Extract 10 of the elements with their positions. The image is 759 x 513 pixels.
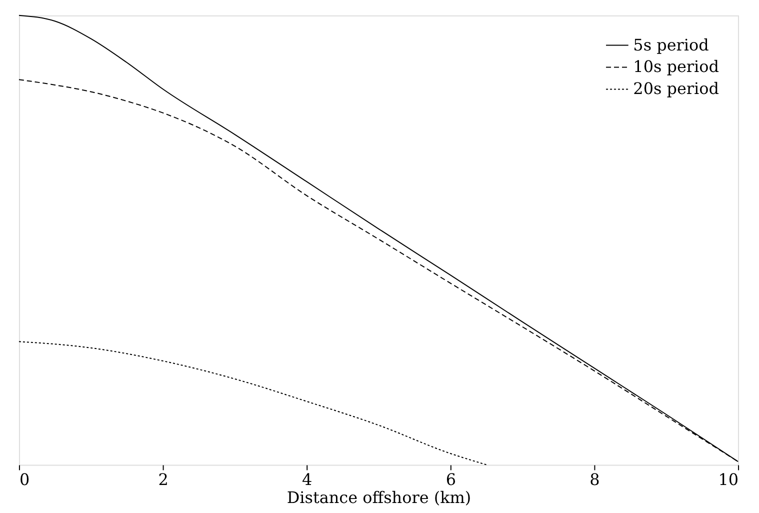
x-tick-label: 8	[590, 470, 600, 490]
legend-label: 10s period	[633, 57, 720, 76]
x-tick-label: 6	[446, 470, 456, 490]
legend-label: 5s period	[633, 35, 709, 54]
x-tick-label: 2	[158, 470, 168, 490]
x-tick-label: 4	[302, 470, 312, 490]
x-tick-label: 10	[718, 470, 739, 490]
x-axis-title: Distance offshore (km)	[286, 488, 472, 508]
legend-label: 20s period	[633, 79, 720, 98]
x-tick-label: 0	[19, 470, 30, 490]
